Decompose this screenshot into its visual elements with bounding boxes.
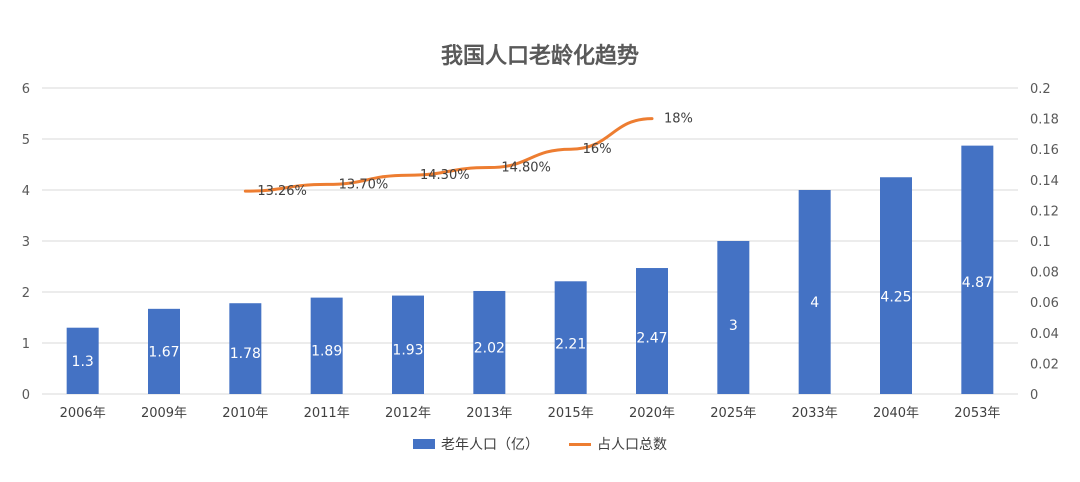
bar-data-label: 1.67	[148, 344, 179, 360]
bar	[66, 327, 99, 394]
bar	[717, 241, 750, 394]
x-tick-label: 2013年	[466, 406, 512, 421]
bar-data-label: 2.02	[474, 341, 505, 357]
y-right-tick-label: 0	[1030, 388, 1038, 403]
chart-title: 我国人口老龄化趋势	[440, 44, 639, 69]
y-left-tick-label: 3	[22, 235, 30, 250]
line-data-label: 14.30%	[420, 168, 470, 183]
y-right-tick-label: 0.18	[1030, 113, 1059, 128]
y-left-tick-label: 4	[22, 184, 30, 199]
bar-data-label: 4.25	[880, 289, 911, 305]
y-right-tick-label: 0.2	[1030, 82, 1051, 97]
bar	[961, 145, 994, 394]
bar-data-label: 2.21	[555, 336, 586, 352]
line-data-label: 18%	[664, 112, 693, 127]
x-tick-label: 2025年	[710, 406, 756, 421]
bar-data-label: 2.47	[636, 330, 667, 346]
y-left-tick-label: 6	[22, 82, 30, 97]
line-data-label: 14.80%	[501, 161, 551, 176]
y-right-tick-label: 0.12	[1030, 204, 1059, 219]
y-left-tick-label: 1	[22, 337, 30, 352]
legend: 老年人口（亿） 占人口总数	[0, 434, 1080, 454]
line-series-path	[243, 117, 654, 193]
x-tick-label: 2009年	[141, 406, 187, 421]
y-right-tick-label: 0.06	[1030, 296, 1059, 311]
x-tick-label: 2006年	[60, 406, 106, 421]
x-tick-label: 2012年	[385, 406, 431, 421]
bar	[473, 290, 506, 394]
bar-data-label: 3	[729, 318, 738, 334]
legend-item-bar: 老年人口（亿）	[413, 434, 539, 454]
x-tick-label: 2040年	[873, 406, 919, 421]
bar	[798, 190, 831, 394]
x-tick-label: 2020年	[629, 406, 675, 421]
legend-line-label: 占人口总数	[597, 437, 667, 453]
bar-data-label: 1.89	[311, 344, 342, 360]
bar	[880, 177, 912, 394]
x-tick-label: 2033年	[792, 406, 838, 421]
legend-bar-label: 老年人口（亿）	[441, 437, 539, 453]
bar-data-label: 1.78	[230, 346, 261, 362]
y-right-tick-label: 0.1	[1030, 235, 1051, 250]
line-data-label: 13.70%	[339, 177, 389, 192]
y-right-tick-label: 0.16	[1030, 143, 1059, 158]
bar	[310, 297, 343, 394]
line-data-label: 16%	[583, 142, 612, 157]
bar	[636, 268, 668, 394]
bar-data-label: 1.3	[72, 354, 94, 370]
legend-bar-swatch	[413, 439, 435, 449]
legend-item-line: 占人口总数	[569, 434, 667, 454]
bar	[392, 295, 424, 394]
line-data-label: 13.26%	[257, 184, 307, 199]
bar	[148, 308, 180, 394]
y-right-tick-label: 0.04	[1030, 327, 1059, 342]
y-left-tick-label: 5	[22, 133, 30, 148]
bar	[229, 303, 262, 394]
x-tick-label: 2015年	[548, 406, 594, 421]
y-right-tick-label: 0.14	[1030, 174, 1059, 189]
x-tick-label: 2010年	[222, 406, 268, 421]
legend-line-swatch	[569, 442, 591, 446]
bar-data-label: 1.93	[392, 343, 423, 359]
bar-data-label: 4.87	[962, 275, 993, 291]
y-right-tick-label: 0.02	[1030, 357, 1059, 372]
y-left-tick-label: 2	[22, 286, 30, 301]
bar-data-label: 4	[810, 295, 819, 311]
y-left-tick-label: 0	[22, 388, 30, 403]
bar	[554, 281, 587, 394]
x-tick-label: 2053年	[954, 406, 1000, 421]
y-right-tick-label: 0.08	[1030, 266, 1059, 281]
x-tick-label: 2011年	[304, 406, 350, 421]
